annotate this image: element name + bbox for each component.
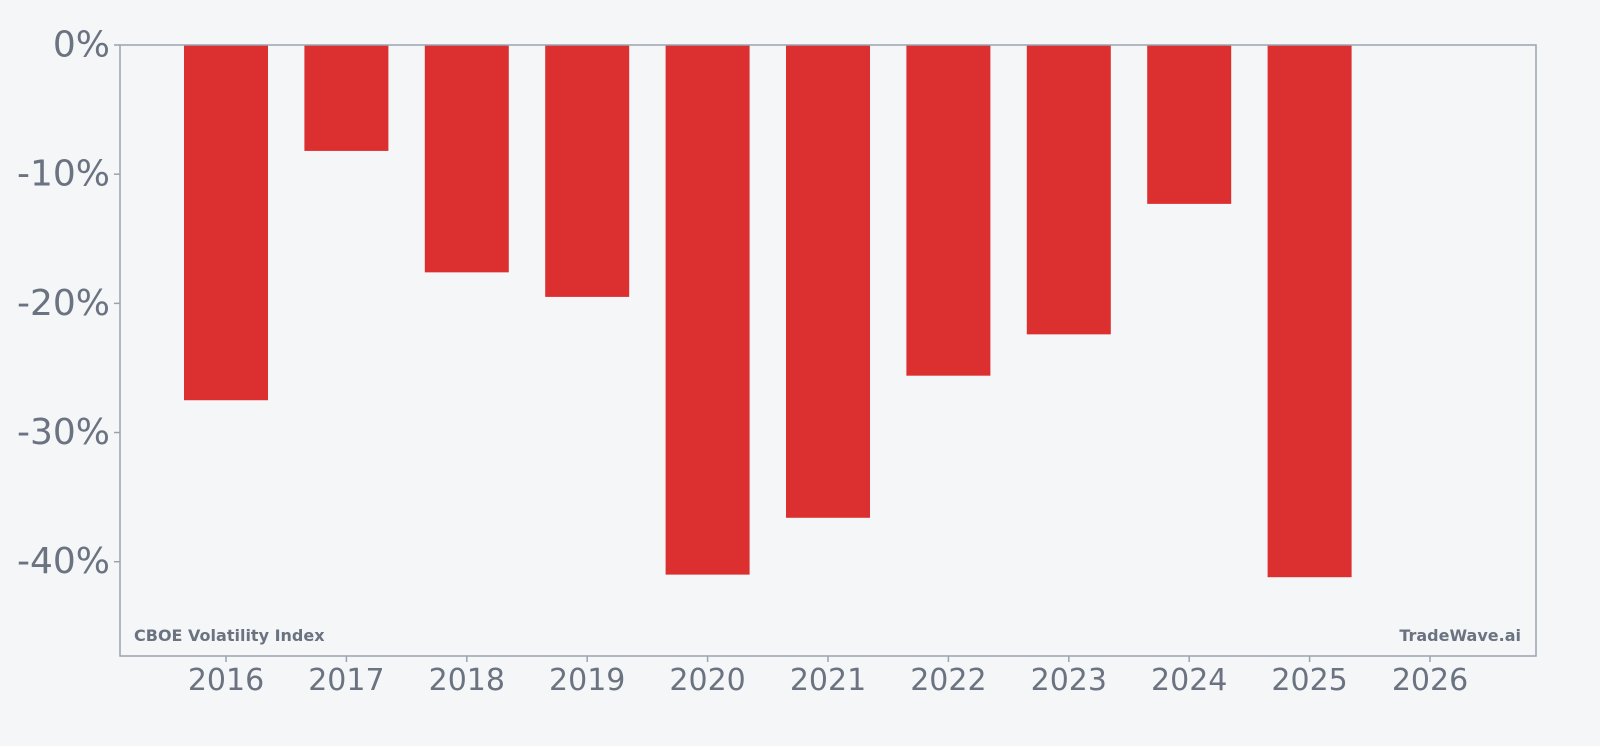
- bar-2024: [1147, 45, 1232, 204]
- x-tick-label: 2023: [1031, 663, 1107, 698]
- bar-2022: [906, 45, 991, 376]
- x-tick-label: 2020: [669, 663, 745, 698]
- bar-2018: [424, 45, 509, 273]
- plot-frame: [119, 44, 1537, 657]
- x-tick-label: 2022: [910, 663, 986, 698]
- bar-2023: [1026, 45, 1111, 335]
- x-tick-label: 2026: [1392, 663, 1468, 698]
- bar-2016: [184, 45, 268, 401]
- x-tick-label: 2016: [188, 663, 264, 698]
- x-tick-label: 2025: [1271, 663, 1347, 698]
- bar-2017: [304, 45, 389, 151]
- y-tick-label: -20%: [17, 283, 110, 324]
- bar-2019: [545, 45, 630, 297]
- bar-2021: [786, 45, 870, 518]
- bar-2020: [665, 45, 750, 575]
- brand-label: TradeWave.ai: [1399, 626, 1521, 645]
- bar-2025: [1267, 45, 1352, 578]
- x-tick-label: 2017: [308, 663, 384, 698]
- bars-group: [184, 45, 1352, 578]
- y-tick-label: -40%: [17, 541, 110, 582]
- x-tick-label: 2019: [549, 663, 625, 698]
- x-tick-label: 2024: [1151, 663, 1227, 698]
- y-axis: 0% -10% -20% -30% -40%: [17, 25, 120, 582]
- x-axis: 2016 2017 2018 2019 2020 2021 2022 2023 2024 2025…: [188, 656, 1468, 698]
- y-tick-label: 0%: [53, 25, 110, 66]
- y-tick-label: -10%: [17, 154, 110, 195]
- instrument-label: CBOE Volatility Index: [134, 626, 325, 645]
- x-tick-label: 2018: [429, 663, 505, 698]
- y-tick-label: -30%: [17, 412, 110, 453]
- x-tick-label: 2021: [790, 663, 866, 698]
